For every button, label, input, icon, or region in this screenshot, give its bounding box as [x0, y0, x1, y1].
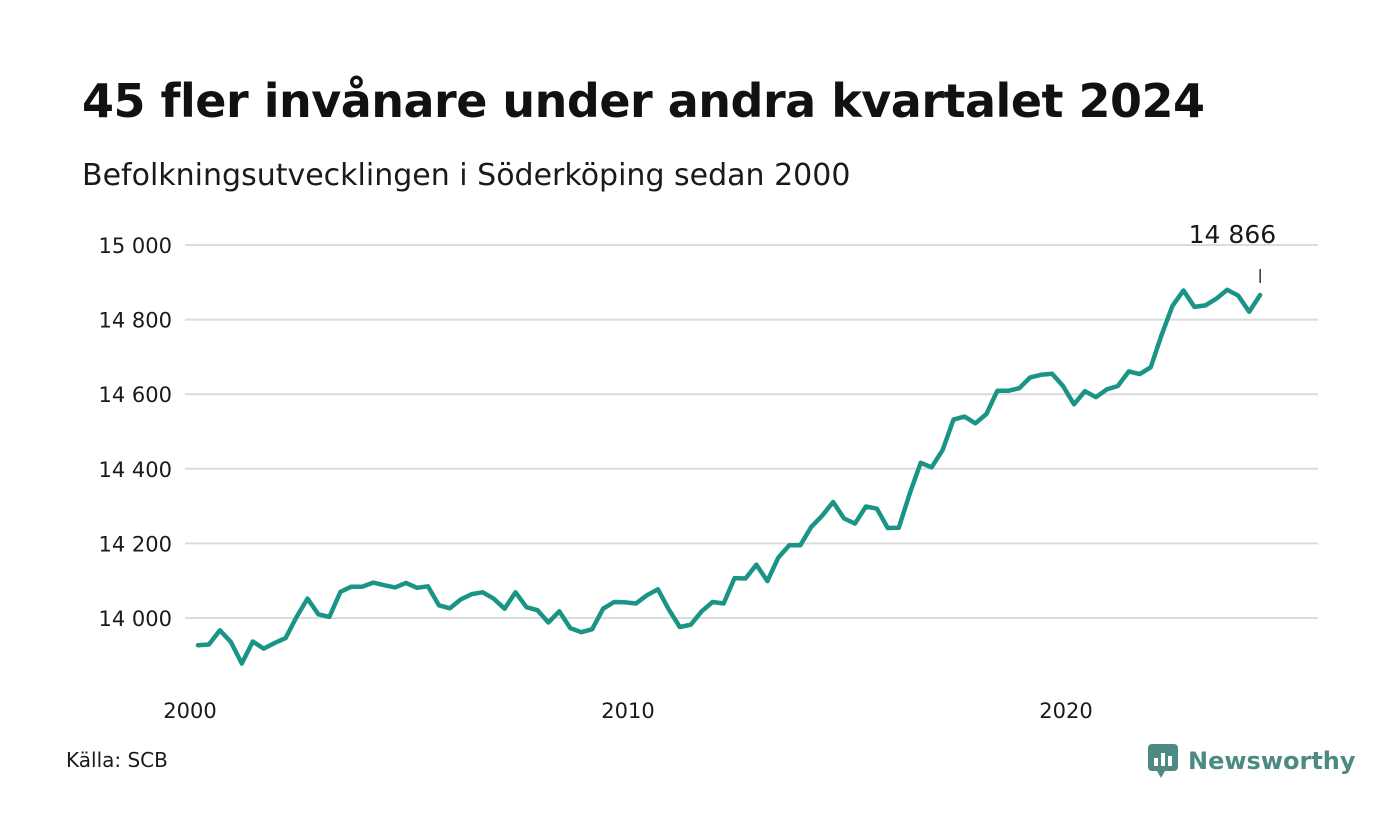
x-tick-label: 2000 — [163, 699, 216, 723]
y-tick-label: 14 800 — [99, 309, 172, 333]
last-value-annotation: 14 866 — [1189, 220, 1276, 283]
source-note: Källa: SCB — [66, 748, 168, 772]
chart-subtitle: Befolkningsutvecklingen i Söderköping se… — [82, 158, 851, 193]
chart-title: 45 fler invånare under andra kvartalet 2… — [82, 74, 1205, 128]
x-tick-label: 2020 — [1039, 699, 1092, 723]
last-value-label: 14 866 — [1189, 220, 1276, 249]
population-series — [195, 287, 1263, 666]
y-tick-label: 14 600 — [99, 383, 172, 407]
brand-logo: Newsworthy — [1148, 744, 1356, 778]
y-tick-label: 14 000 — [99, 607, 172, 631]
newsworthy-logo-icon — [1148, 744, 1178, 778]
series-line — [195, 287, 1263, 666]
y-tick-label: 14 400 — [99, 458, 172, 482]
brand-name: Newsworthy — [1188, 747, 1356, 775]
x-tick-label: 2010 — [601, 699, 654, 723]
x-axis: 2000 2010 2020 — [163, 699, 1092, 723]
y-gridlines — [185, 244, 1318, 619]
y-axis: 14 000 14 200 14 400 14 600 14 800 15 000 — [99, 234, 172, 631]
y-tick-label: 15 000 — [99, 234, 172, 258]
y-tick-label: 14 200 — [99, 532, 172, 556]
